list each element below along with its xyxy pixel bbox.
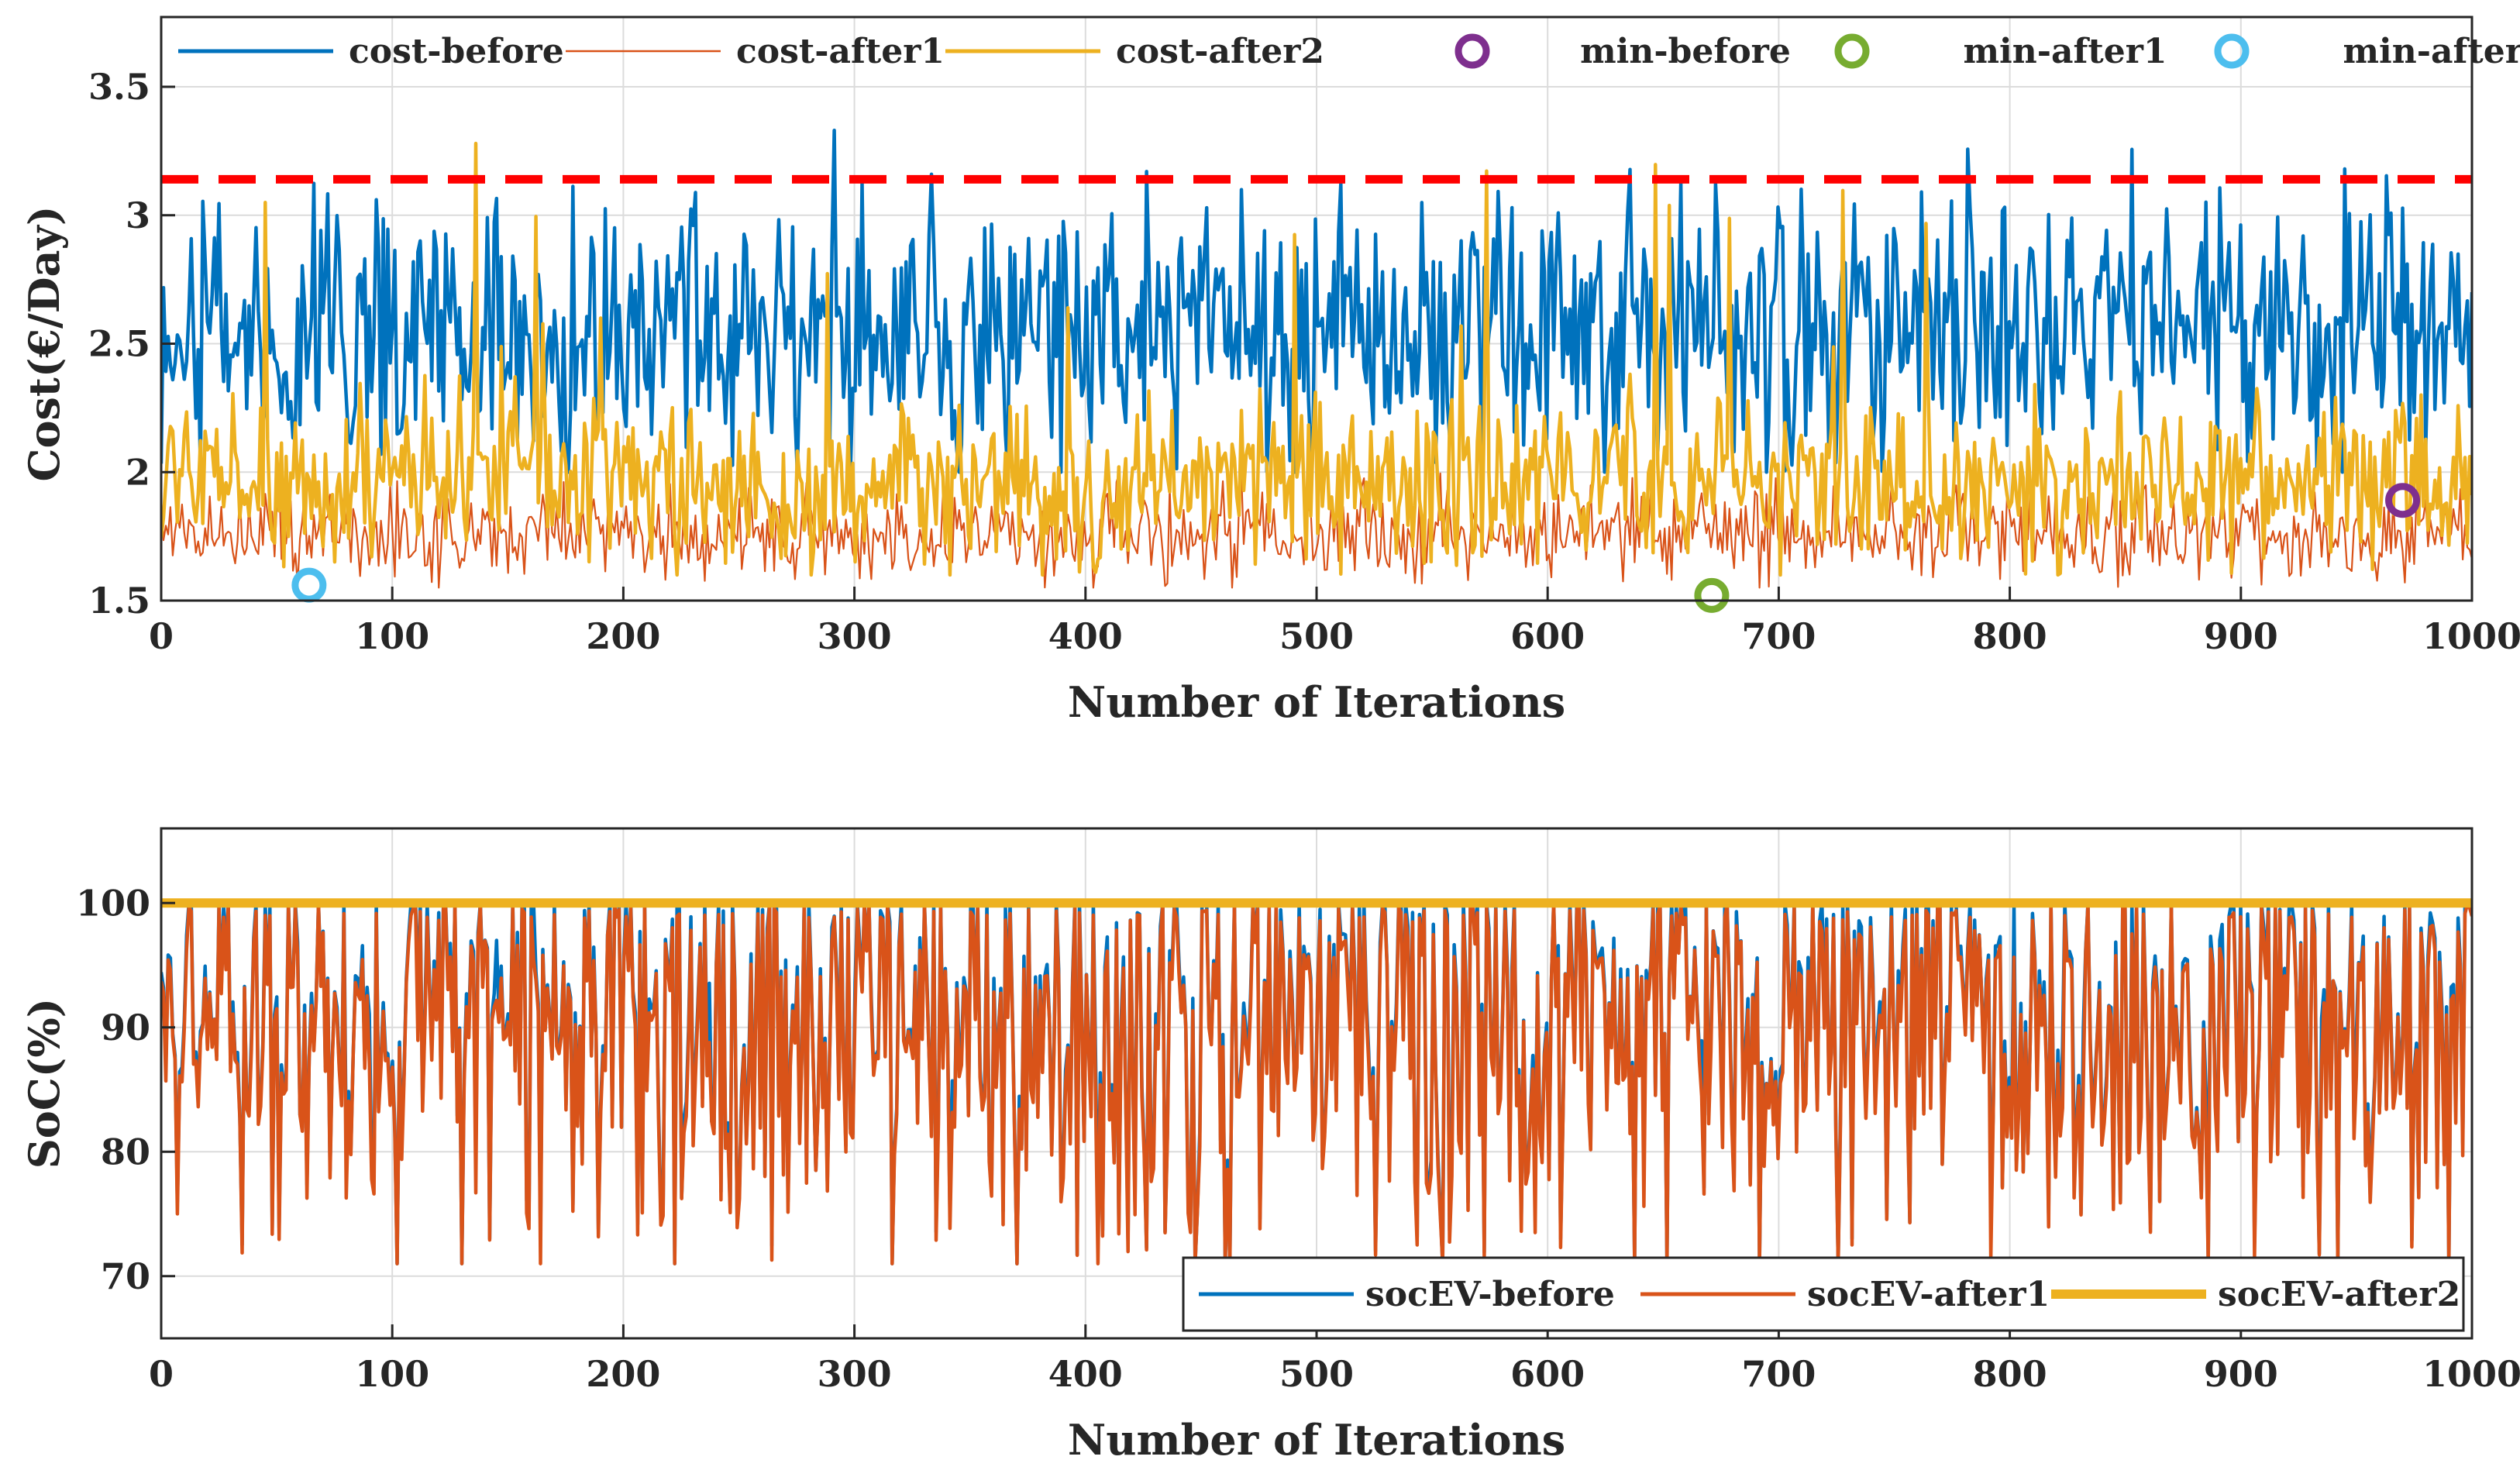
x-tick-label: 800 [1973,1353,2047,1395]
y-tick-label: 2 [126,451,150,493]
legend-label: cost-after1 [736,32,945,71]
legend-label: socEV-after1 [1807,1275,2050,1314]
legend-marker-min-after1 [1834,33,1870,69]
x-tick-label: 900 [2204,615,2278,657]
x-tick-label: 200 [586,1353,660,1395]
panel-2: 0 100 200 300 400 500 600 700 800 900 1000 70 80 90 10… [19,827,2520,1465]
series-group [161,898,2472,1265]
x-tick-label: 600 [1510,615,1585,657]
y-tick-label: 1.5 [88,580,150,621]
x-tick-label: 1000 [2422,1353,2520,1395]
series-line-cost-before [161,129,2472,474]
x-tick-label: 300 [818,1353,892,1395]
x-tick-label: 0 [149,615,174,657]
panel-1: 0 100 200 300 400 500 600 700 800 900 1000 1.5 2 2.5 3… [19,15,2520,727]
x-tick-label: 200 [586,615,660,657]
x-tick-label: 600 [1510,1353,1585,1395]
x-tick-label: 100 [355,615,429,657]
series-line-socEV-after1 [161,901,2472,1265]
series-line-cost-after2 [161,141,2472,577]
legend-label: min-after2 [2343,32,2520,71]
y-tick-label: 70 [101,1255,150,1297]
x-tick-label: 800 [1973,615,2047,657]
y-tick-label: 3.5 [88,66,150,108]
x-tick-label: 900 [2204,1353,2278,1395]
legend-label: min-after1 [1963,32,2167,71]
y-tick-label: 80 [101,1131,150,1172]
marker-min-after1 [1694,577,1730,613]
legend-box [1182,1256,2465,1332]
x-tick-label: 400 [1048,615,1123,657]
legend-label: min-before [1580,32,1791,71]
y-axis-title: Cost(€/Day) [19,206,69,482]
legend-label: socEV-after2 [2218,1275,2460,1314]
x-tick-label: 1000 [2422,615,2520,657]
y-tick-label: 100 [76,882,150,924]
x-axis-title: Number of Iterations [1068,677,1565,727]
x-tick-label: 500 [1279,615,1354,657]
legend-bottom-right: socEV-before socEV-after1 socEV-after2 [1182,1256,2465,1332]
x-tick-label: 400 [1048,1353,1123,1395]
series-group [161,129,2472,589]
x-tick-label: 100 [355,1353,429,1395]
legend-marker-min-before [1455,33,1490,69]
x-tick-label: 500 [1279,1353,1354,1395]
series-line-cost-after1 [161,472,2472,589]
y-tick-label: 3 [126,195,150,236]
y-tick-label: 2.5 [88,323,150,365]
legend-label: cost-after2 [1116,32,1324,71]
legend-marker-min-after2 [2214,33,2250,69]
marker-min-before [2385,483,2421,518]
x-axis-title: Number of Iterations [1068,1415,1565,1465]
legend-top: cost-before cost-after1 cost-after2 min-bef… [178,32,2520,71]
x-tick-label: 700 [1741,1353,1816,1395]
marker-min-after2 [291,567,327,603]
x-tick-label: 700 [1741,615,1816,657]
x-tick-label: 300 [818,615,892,657]
y-axis-title: SoC(%) [19,998,69,1169]
legend-label: cost-before [349,32,564,71]
legend-label: socEV-before [1365,1275,1615,1314]
x-tick-label: 0 [149,1353,174,1395]
y-tick-label: 90 [101,1007,150,1048]
